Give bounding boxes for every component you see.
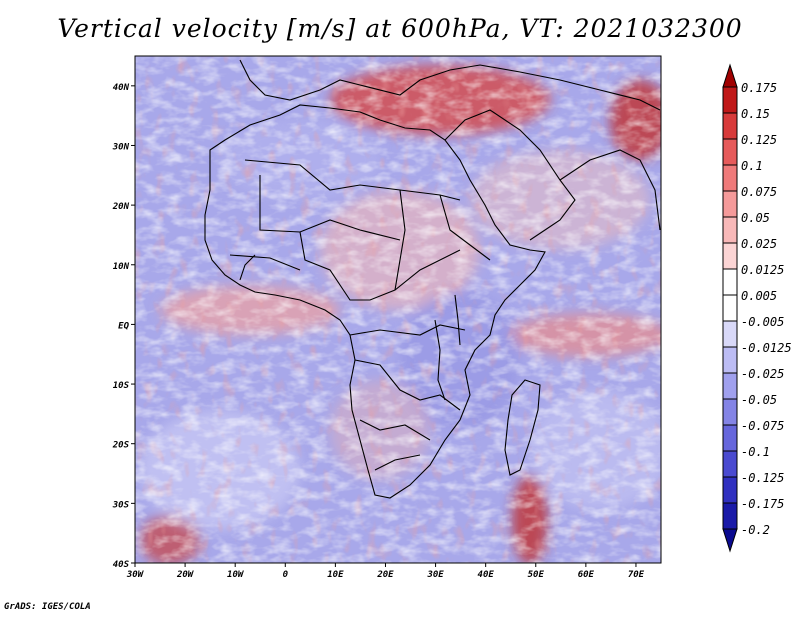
colorbar-box [722, 346, 738, 374]
lon-label: 30W [126, 570, 145, 580]
colorbar-label: -0.2 [741, 523, 770, 537]
lat-label: 30S [112, 500, 130, 510]
lat-label: EQ [118, 321, 129, 331]
lon-label: 10W [227, 570, 245, 580]
colorbar: 0.175 0.15 0.125 0.1 0.075 0.05 0.025 0.0125 0.0… [722, 63, 792, 553]
lon-label: 10E [327, 570, 344, 580]
colorbar-label: 0.05 [741, 211, 770, 225]
lat-label: 10S [113, 381, 130, 391]
colorbar-box [722, 268, 738, 296]
colorbar-box [722, 320, 738, 348]
colorbar-box [722, 242, 738, 270]
lon-label: 20W [176, 570, 195, 580]
colorbar-box [722, 164, 738, 192]
lon-label: 20E [376, 570, 394, 580]
colorbar-label: -0.125 [741, 471, 784, 485]
colorbar-box [722, 112, 738, 140]
colorbar-box [722, 502, 738, 530]
longitude-axis: 30W 20W 10W 0 10E 20E 30E 40E 50E 60E 70E [126, 563, 645, 580]
colorbar-label: -0.0125 [741, 341, 792, 355]
colorbar-label: -0.075 [741, 419, 784, 433]
colorbar-label: -0.05 [741, 393, 777, 407]
colorbar-box [722, 138, 738, 166]
colorbar-label: 0.175 [741, 81, 777, 95]
lon-label: 70E [628, 570, 645, 580]
colorbar-box [722, 372, 738, 400]
colorbar-label: 0.005 [741, 289, 777, 303]
colorbar-bottom-arrow [722, 528, 738, 553]
colorbar-label: 0.025 [741, 237, 777, 251]
lat-label: 10N [113, 262, 130, 272]
lon-label: 30E [426, 570, 444, 580]
colorbar-box [722, 398, 738, 426]
colorbar-top-arrow [722, 63, 738, 88]
coastlines [204, 59, 661, 499]
colorbar-box [722, 450, 738, 478]
colorbar-box [722, 190, 738, 218]
colorbar-box [722, 216, 738, 244]
colorbar-label: 0.15 [741, 107, 770, 121]
colorbar-label: 0.125 [741, 133, 777, 147]
colorbar-label: -0.025 [741, 367, 784, 381]
colorbar-box [722, 424, 738, 452]
lon-label: 0 [283, 570, 289, 580]
latitude-axis: 40N 30N 20N 10N EQ 10S 20S 30S 40S [112, 83, 135, 570]
colorbar-box [722, 476, 738, 504]
lon-label: 50E [528, 570, 545, 580]
lat-label: 40N [113, 83, 130, 93]
colorbar-label: 0.0125 [741, 263, 784, 277]
lat-label: 40S [113, 560, 130, 570]
lon-label: 40E [478, 570, 495, 580]
colorbar-box [722, 86, 738, 114]
lat-label: 20S [112, 441, 130, 451]
velocity-field [135, 56, 661, 563]
colorbar-label: -0.175 [741, 497, 784, 511]
colorbar-label: 0.1 [741, 159, 763, 173]
lat-label: 20N [112, 202, 130, 212]
lon-label: 60E [578, 570, 595, 580]
colorbar-label: -0.005 [741, 315, 784, 329]
lat-label: 30N [112, 142, 130, 152]
map-title: Vertical velocity [m/s] at 600hPa, VT: 2… [57, 14, 743, 43]
colorbar-box [722, 294, 738, 322]
grads-credit: GrADS: IGES/COLA [4, 602, 91, 612]
plot-frame [134, 55, 662, 564]
colorbar-label: 0.075 [741, 185, 777, 199]
colorbar-label: -0.1 [741, 445, 770, 459]
